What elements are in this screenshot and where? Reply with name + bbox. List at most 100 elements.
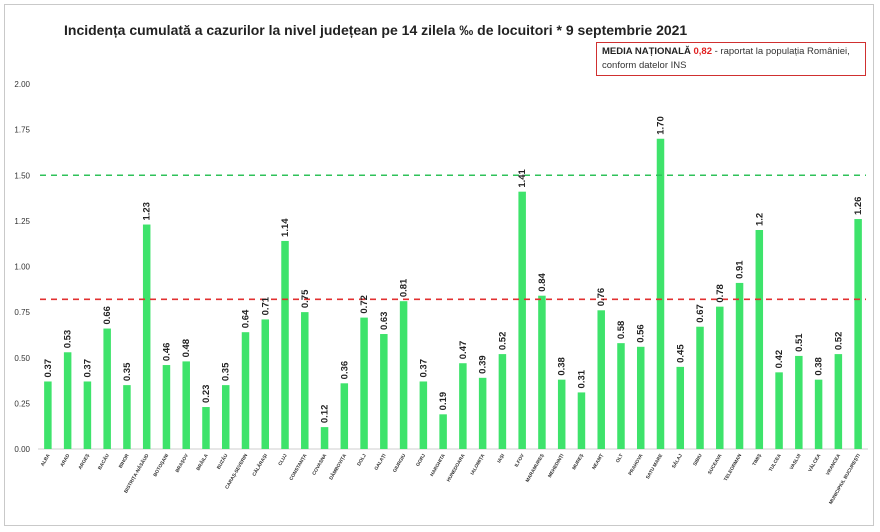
data-label: 0.66 bbox=[102, 306, 113, 325]
note-text-1: - raportat la populația României, bbox=[714, 46, 850, 57]
data-label: 0.37 bbox=[43, 359, 54, 378]
x-tick-label: BRĂILA bbox=[195, 452, 210, 472]
data-label: 0.63 bbox=[379, 312, 390, 331]
data-label: 0.72 bbox=[359, 295, 370, 314]
bar bbox=[814, 379, 823, 449]
bar bbox=[419, 381, 428, 449]
bar bbox=[775, 372, 783, 449]
x-tick-label: TULCEA bbox=[768, 453, 783, 473]
x-tick-label: SUCEAVA bbox=[707, 453, 724, 476]
y-tick-label: 1.25 bbox=[14, 217, 30, 226]
data-label: 0.67 bbox=[695, 304, 706, 323]
y-tick-label: 0.00 bbox=[14, 445, 30, 454]
bar bbox=[498, 354, 507, 449]
data-label: 0.76 bbox=[596, 288, 607, 307]
y-tick-label: 0.75 bbox=[14, 308, 30, 317]
x-tick-label: MARAMUREȘ bbox=[525, 452, 546, 483]
bar bbox=[83, 381, 92, 449]
bar bbox=[182, 361, 190, 449]
data-label: 0.35 bbox=[122, 362, 133, 381]
data-label: 0.23 bbox=[201, 385, 212, 404]
y-tick-label: 0.50 bbox=[14, 354, 30, 363]
x-tick-label: VÂLCEA bbox=[806, 452, 822, 473]
x-tick-label: MEHEDINȚI bbox=[547, 452, 566, 478]
data-label: 1.41 bbox=[517, 168, 528, 187]
x-tick-label: CLUJ bbox=[277, 453, 289, 467]
note-text-2: conform datelor INS bbox=[602, 60, 687, 71]
x-tick-label: SATU MARE bbox=[645, 452, 665, 480]
note-value: 0,82 bbox=[693, 46, 712, 57]
x-tick-label: ALBA bbox=[40, 453, 52, 468]
x-tick-label: VRANCEA bbox=[825, 453, 842, 477]
data-label: 0.81 bbox=[399, 278, 410, 297]
data-label: 0.52 bbox=[833, 332, 844, 351]
x-tick-label: COVASNA bbox=[311, 453, 328, 477]
bar bbox=[360, 317, 368, 449]
data-label: 0.64 bbox=[241, 309, 252, 328]
bar bbox=[795, 355, 803, 449]
data-label: 1.70 bbox=[656, 116, 667, 135]
x-tick-label: ILFOV bbox=[514, 452, 527, 468]
bar bbox=[617, 343, 625, 449]
x-tick-label: BUZĂU bbox=[215, 452, 230, 471]
bar bbox=[44, 381, 52, 449]
data-label: 1.2 bbox=[754, 213, 765, 226]
x-tick-label: NEAMȚ bbox=[591, 453, 605, 471]
data-label: 0.84 bbox=[537, 272, 548, 291]
data-label: 0.19 bbox=[438, 392, 449, 411]
x-tick-label: GALAȚI bbox=[373, 452, 387, 471]
bar bbox=[755, 230, 764, 449]
bar bbox=[103, 328, 111, 449]
bar bbox=[459, 363, 467, 449]
x-tick-label: BRAȘOV bbox=[174, 452, 190, 473]
data-label: 0.48 bbox=[181, 339, 192, 358]
data-label: 1.23 bbox=[142, 202, 153, 221]
data-label: 0.31 bbox=[576, 369, 587, 388]
note-label: MEDIA NAȚIONALĂ bbox=[602, 46, 691, 57]
x-tick-label: BACĂU bbox=[96, 452, 111, 471]
x-tick-label: CĂLĂRAȘI bbox=[251, 452, 270, 478]
x-tick-label: BIHOR bbox=[118, 453, 131, 470]
data-label: 0.52 bbox=[497, 332, 508, 351]
bar bbox=[735, 282, 744, 449]
bar bbox=[854, 219, 862, 449]
bar bbox=[716, 306, 724, 449]
x-tick-label: VASLUI bbox=[789, 452, 803, 471]
x-tick-label: ARGEȘ bbox=[77, 452, 91, 470]
bar bbox=[320, 427, 329, 449]
bar bbox=[162, 365, 171, 449]
data-label: 0.53 bbox=[63, 330, 74, 349]
x-tick-label: DÂMBOVIȚA bbox=[327, 452, 348, 481]
x-tick-label: SĂLAJ bbox=[670, 452, 684, 469]
x-tick-label: GORJ bbox=[415, 453, 427, 468]
data-label: 0.35 bbox=[221, 362, 232, 381]
data-label: 0.42 bbox=[774, 350, 785, 369]
bar bbox=[340, 383, 349, 449]
data-label: 1.26 bbox=[853, 197, 864, 216]
bar bbox=[241, 332, 250, 449]
data-label: 0.46 bbox=[161, 343, 172, 362]
y-tick-label: 1.75 bbox=[14, 126, 30, 135]
bar bbox=[518, 191, 526, 450]
y-tick-label: 0.25 bbox=[14, 399, 30, 408]
x-tick-label: TIMIȘ bbox=[751, 452, 763, 467]
chart-frame bbox=[4, 4, 874, 526]
chart-title: Incidența cumulată a cazurilor la nivel … bbox=[64, 22, 688, 38]
x-tick-label: DOLJ bbox=[356, 453, 368, 467]
x-tick-label: BOTOȘANI bbox=[152, 452, 170, 477]
y-tick-label: 1.50 bbox=[14, 171, 30, 180]
bar bbox=[676, 366, 685, 449]
bar bbox=[301, 312, 309, 449]
bar bbox=[380, 334, 388, 449]
national-average-note: MEDIA NAȚIONALĂ 0,82 - raportat la popul… bbox=[596, 42, 866, 76]
x-tick-label: CONSTANȚA bbox=[288, 453, 308, 482]
data-label: 0.75 bbox=[300, 289, 311, 308]
bar bbox=[63, 352, 72, 449]
bar bbox=[123, 385, 131, 449]
data-label: 0.12 bbox=[320, 405, 331, 424]
data-label: 1.14 bbox=[280, 218, 291, 237]
bar bbox=[636, 346, 645, 449]
bar bbox=[399, 301, 408, 449]
data-label: 0.37 bbox=[82, 359, 93, 378]
